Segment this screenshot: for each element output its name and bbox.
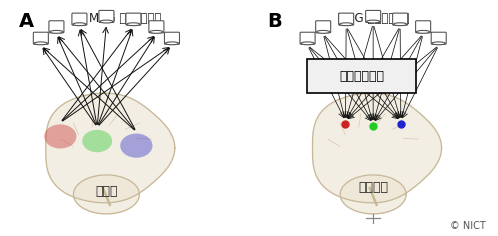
Ellipse shape (127, 23, 140, 26)
Ellipse shape (393, 23, 407, 26)
FancyBboxPatch shape (307, 59, 416, 93)
Text: B: B (267, 12, 282, 31)
Polygon shape (313, 93, 442, 203)
FancyBboxPatch shape (300, 32, 315, 44)
Polygon shape (340, 175, 406, 214)
FancyBboxPatch shape (431, 32, 446, 44)
Text: A: A (19, 12, 34, 31)
Ellipse shape (340, 23, 353, 26)
Ellipse shape (50, 30, 63, 33)
FancyBboxPatch shape (366, 10, 380, 22)
Ellipse shape (416, 30, 430, 33)
FancyBboxPatch shape (72, 13, 87, 25)
Text: © NICT: © NICT (450, 221, 486, 231)
FancyBboxPatch shape (99, 10, 114, 22)
Ellipse shape (100, 20, 113, 23)
Text: MEG センサー信号: MEG センサー信号 (89, 12, 161, 25)
Ellipse shape (150, 30, 163, 33)
Text: 逆フィルター: 逆フィルター (339, 70, 384, 83)
Polygon shape (74, 175, 139, 214)
Text: 皮質電流: 皮質電流 (358, 181, 388, 194)
Text: MEG センサー信号: MEG センサー信号 (337, 12, 409, 25)
FancyBboxPatch shape (149, 21, 164, 33)
Ellipse shape (44, 124, 77, 148)
Ellipse shape (73, 23, 86, 26)
FancyBboxPatch shape (33, 32, 48, 44)
FancyBboxPatch shape (316, 21, 331, 33)
FancyBboxPatch shape (164, 32, 179, 44)
FancyBboxPatch shape (392, 13, 408, 25)
Ellipse shape (317, 30, 330, 33)
Ellipse shape (120, 134, 152, 158)
Ellipse shape (432, 42, 445, 45)
Ellipse shape (367, 20, 380, 23)
FancyBboxPatch shape (339, 13, 354, 25)
Text: 脳活動: 脳活動 (95, 185, 118, 198)
Ellipse shape (82, 130, 112, 152)
FancyBboxPatch shape (49, 21, 64, 33)
FancyBboxPatch shape (126, 13, 141, 25)
FancyBboxPatch shape (416, 21, 431, 33)
Polygon shape (46, 93, 175, 203)
Ellipse shape (34, 42, 47, 45)
Ellipse shape (165, 42, 179, 45)
Ellipse shape (301, 42, 314, 45)
